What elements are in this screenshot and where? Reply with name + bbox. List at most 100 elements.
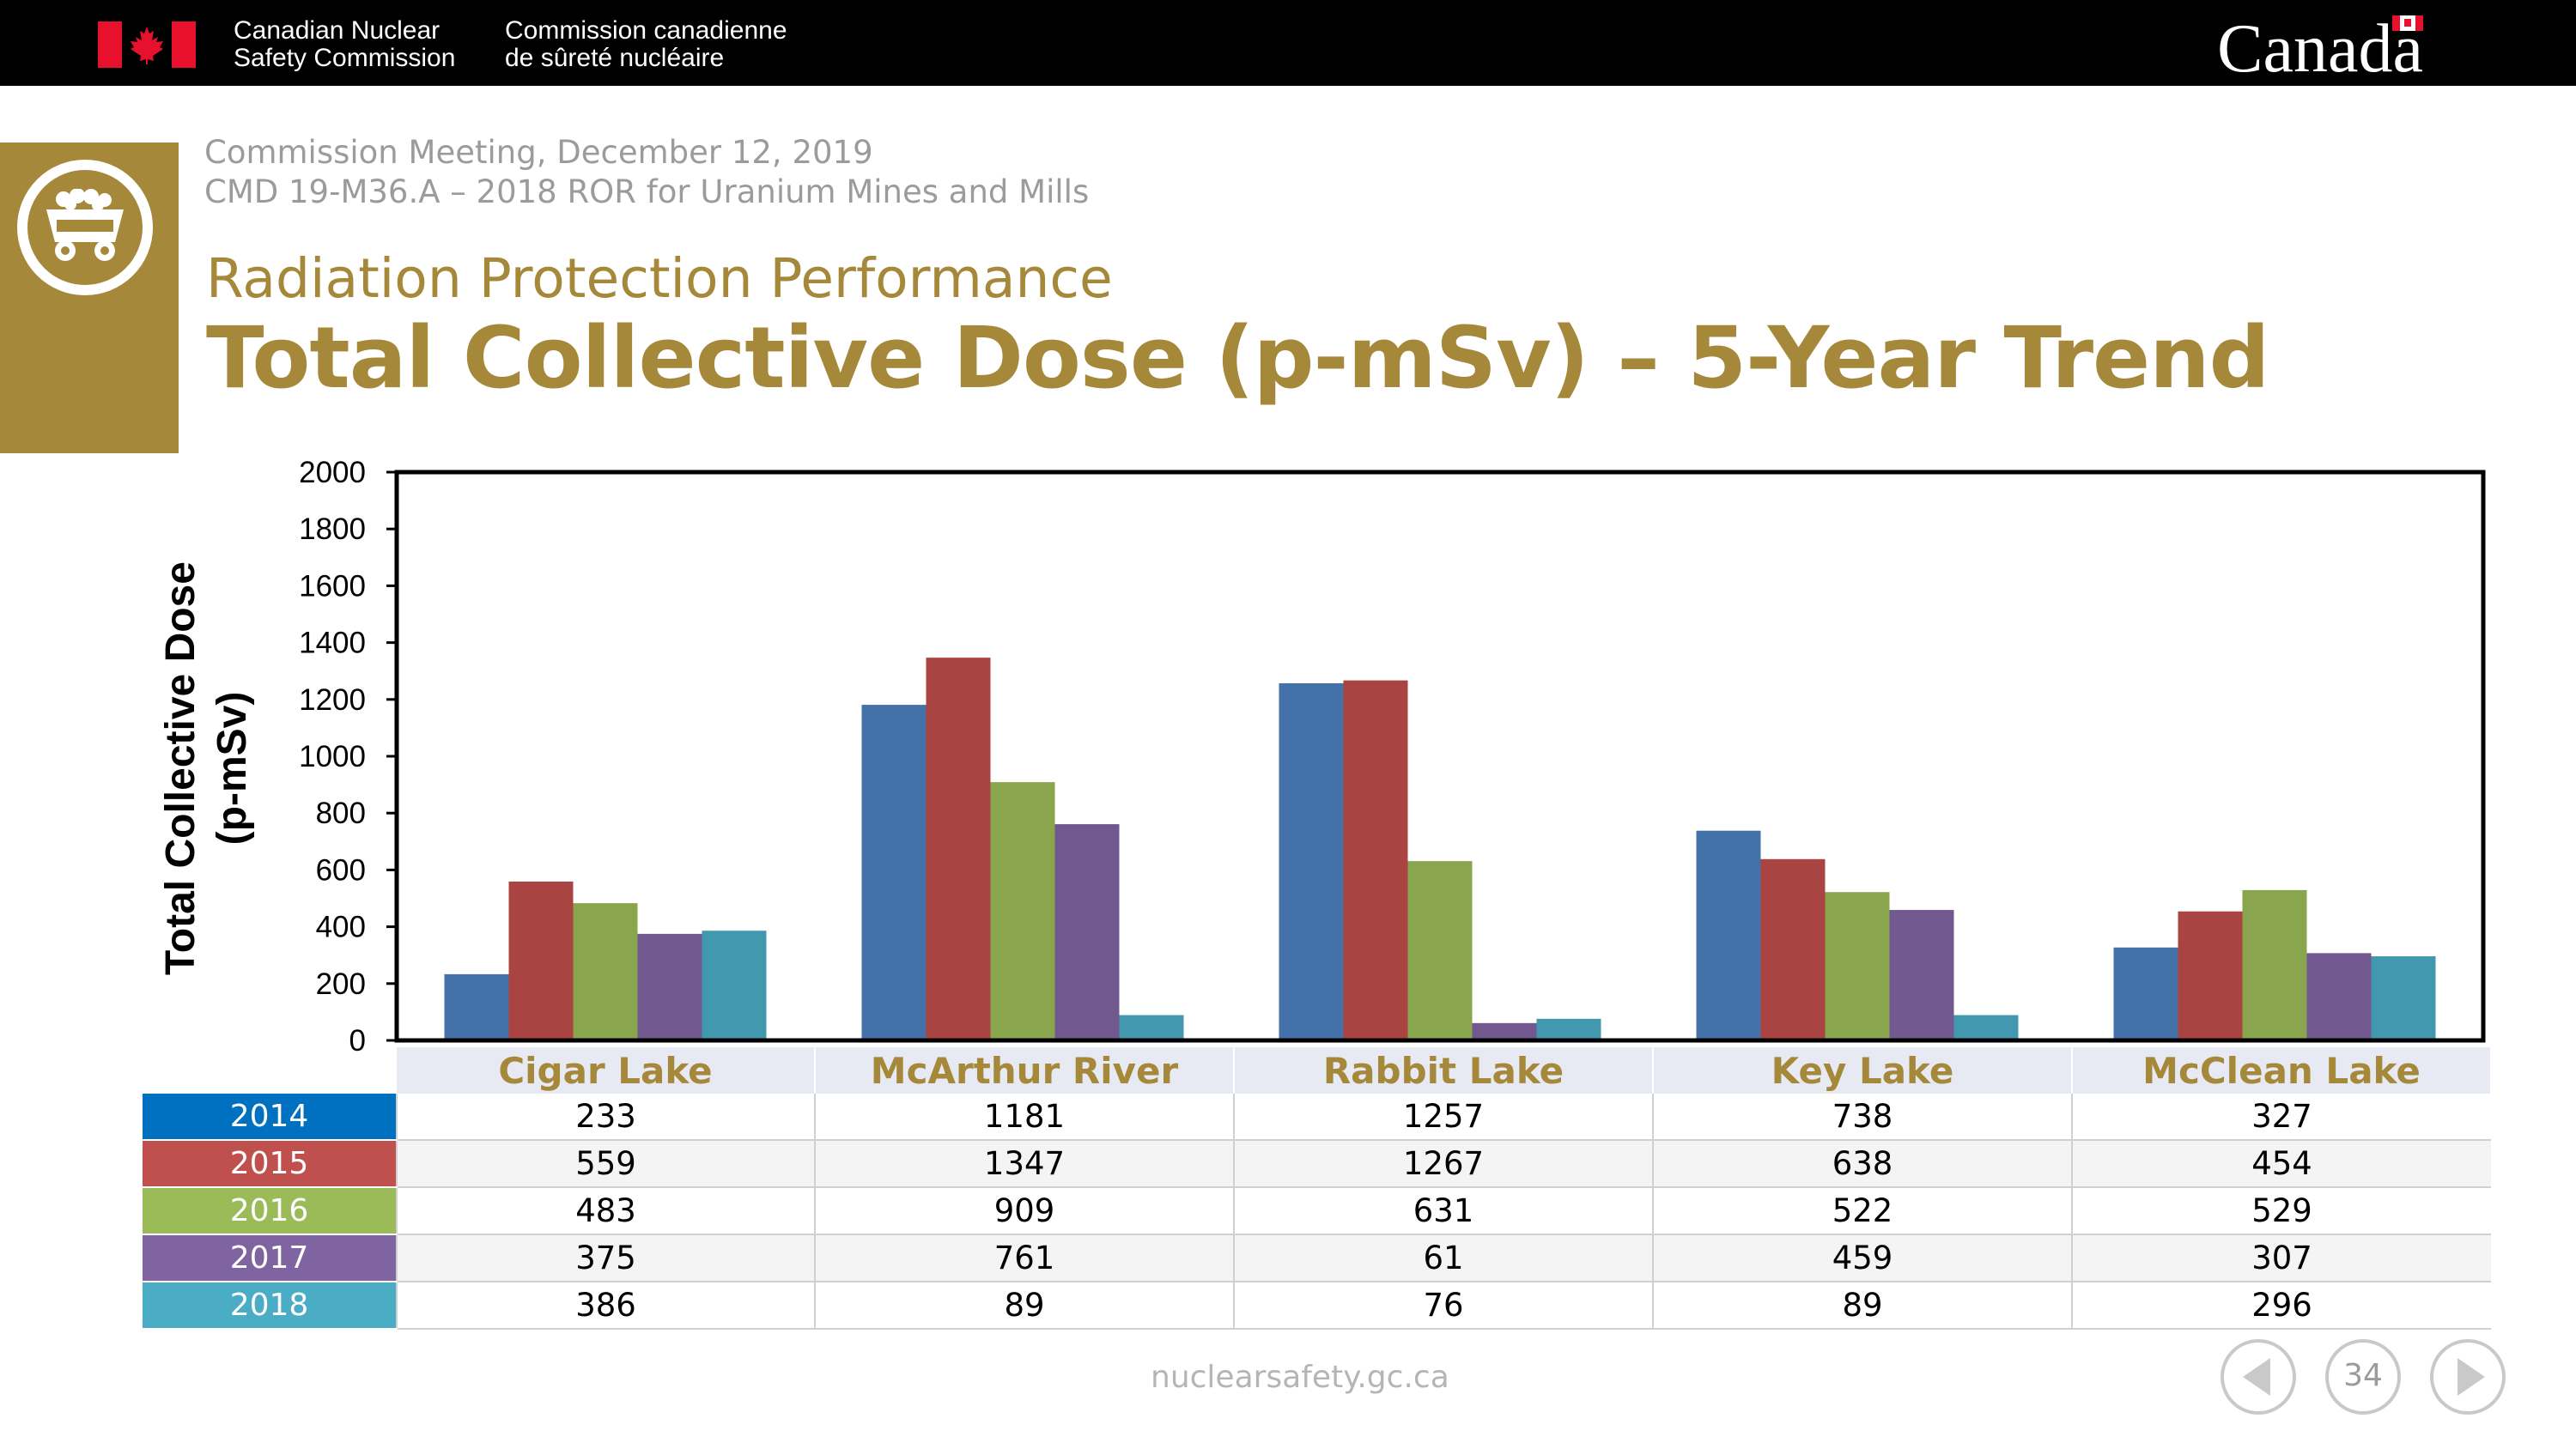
canada-wordmark: Canada <box>2217 11 2423 87</box>
table-cell: 454 <box>2071 1140 2491 1188</box>
table-cell: 638 <box>1652 1140 2072 1188</box>
y-axis-title-line1: Total Collective Dose <box>158 561 204 975</box>
table-cell: 909 <box>814 1187 1234 1235</box>
table-row: 2016 483 909 631 522 529 <box>143 1187 2491 1235</box>
bar-2015-3 <box>1760 858 1826 1040</box>
bar-2014-0 <box>444 973 509 1040</box>
table-cell: 631 <box>1233 1187 1653 1235</box>
chart-bars <box>444 658 2436 1040</box>
table-cell: 307 <box>2071 1234 2491 1282</box>
mining-badge <box>0 142 179 453</box>
bar-2018-2 <box>1536 1018 1601 1040</box>
y-axis-title-line2: (p-mSv) <box>210 692 255 846</box>
y-tick-label: 1400 <box>299 627 366 660</box>
chart-axis: 0 200 400 600 800 1000 1200 1400 1600 1800 2000 <box>299 456 2486 1058</box>
table-cell: 1267 <box>1233 1140 1653 1188</box>
org-fr-line1: Commission canadienne <box>505 16 787 45</box>
y-tick-label: 200 <box>316 967 366 1001</box>
table-cell: 233 <box>396 1094 815 1141</box>
bar-2014-4 <box>2113 947 2178 1040</box>
category-header: Cigar Lake <box>397 1047 816 1094</box>
bar-2015-2 <box>1343 680 1408 1040</box>
year-label: 2017 <box>143 1234 397 1282</box>
table-cell: 89 <box>814 1282 1234 1330</box>
table-cell: 61 <box>1233 1234 1653 1282</box>
org-name-french: Commission canadienne de sûreté nucléair… <box>505 17 866 72</box>
table-cell: 1257 <box>1233 1094 1653 1141</box>
year-label: 2016 <box>143 1187 397 1235</box>
bar-2016-4 <box>2242 889 2307 1040</box>
category-header: Rabbit Lake <box>1234 1047 1654 1094</box>
footer-url[interactable]: nuclearsafety.gc.ca <box>1151 1360 1449 1395</box>
y-tick-label: 1000 <box>299 740 366 773</box>
bar-2017-0 <box>637 933 702 1040</box>
table-cell: 738 <box>1652 1094 2072 1141</box>
table-row: 2014 233 1181 1257 738 327 <box>143 1094 2491 1141</box>
table-cell: 522 <box>1652 1187 2072 1235</box>
bar-2017-1 <box>1054 824 1120 1040</box>
year-label: 2014 <box>143 1094 397 1141</box>
table-cell: 483 <box>396 1187 815 1235</box>
next-arrow-icon <box>2458 1358 2485 1396</box>
y-tick-label: 600 <box>316 853 366 887</box>
table-cell: 296 <box>2071 1282 2491 1330</box>
table-cell: 559 <box>396 1140 815 1188</box>
bar-2015-1 <box>926 658 991 1040</box>
bar-2014-3 <box>1696 830 1761 1040</box>
category-header: Key Lake <box>1653 1047 2073 1094</box>
mine-cart-icon <box>46 189 124 261</box>
prev-arrow-icon <box>2243 1358 2270 1396</box>
bar-2017-4 <box>2306 953 2372 1040</box>
bar-2018-3 <box>1953 1015 2019 1040</box>
government-header-bar: Canadian Nuclear Safety Commission Commi… <box>0 0 2576 87</box>
table-cell: 529 <box>2071 1187 2491 1235</box>
bar-2018-4 <box>2371 956 2436 1040</box>
y-tick-label: 0 <box>349 1024 366 1058</box>
previous-slide-button[interactable] <box>2221 1339 2296 1415</box>
y-tick-label: 1600 <box>299 569 366 603</box>
canada-flag-icon <box>98 21 196 68</box>
bar-2014-2 <box>1279 682 1344 1040</box>
table-cell: 76 <box>1233 1282 1653 1330</box>
next-slide-button[interactable] <box>2430 1339 2506 1415</box>
bar-2016-1 <box>990 782 1055 1040</box>
table-row: 2017 375 761 61 459 307 <box>143 1234 2491 1282</box>
data-table: Cigar Lake McArthur River Rabbit Lake Key L… <box>143 1047 2492 1330</box>
category-header: McArthur River <box>815 1047 1235 1094</box>
bar-2018-1 <box>1119 1015 1184 1040</box>
table-cell: 1347 <box>814 1140 1234 1188</box>
table-cell: 89 <box>1652 1282 2072 1330</box>
bar-2016-0 <box>573 903 638 1040</box>
bar-2016-3 <box>1825 892 1890 1040</box>
y-tick-label: 400 <box>316 911 366 944</box>
y-tick-label: 1800 <box>299 512 366 546</box>
y-tick-label: 1200 <box>299 683 366 717</box>
table-cell: 459 <box>1652 1234 2072 1282</box>
bar-2015-0 <box>508 881 574 1040</box>
table-cell: 761 <box>814 1234 1234 1282</box>
table-row: 2015 559 1347 1267 638 454 <box>143 1140 2491 1188</box>
maple-leaf-icon <box>131 27 163 64</box>
table-row: 2018 386 89 76 89 296 <box>143 1282 2491 1330</box>
org-fr-line2: de sûreté nucléaire <box>505 44 725 72</box>
bar-2017-3 <box>1889 910 1954 1040</box>
table-cell: 375 <box>396 1234 815 1282</box>
table-cell: 1181 <box>814 1094 1234 1141</box>
year-label: 2015 <box>143 1140 397 1188</box>
table-cell: 327 <box>2071 1094 2491 1141</box>
bar-2017-2 <box>1472 1022 1537 1040</box>
table-corner <box>143 1047 397 1094</box>
y-tick-label: 2000 <box>299 456 366 489</box>
meeting-date: Commission Meeting, December 12, 2019 <box>204 134 873 171</box>
category-header: McClean Lake <box>2072 1047 2492 1094</box>
org-en-line1: Canadian Nuclear <box>234 16 440 45</box>
slide-title: Total Collective Dose (p-mSv) – 5-Year T… <box>206 309 2270 408</box>
bar-2018-0 <box>702 931 767 1040</box>
year-label: 2018 <box>143 1282 397 1330</box>
org-name-english: Canadian Nuclear Safety Commission <box>234 17 483 72</box>
wordmark-flag-icon <box>2392 15 2423 31</box>
bar-2015-4 <box>2178 911 2243 1040</box>
y-tick-label: 800 <box>316 797 366 830</box>
cmd-reference: CMD 19-M36.A – 2018 ROR for Uranium Mine… <box>204 173 1090 210</box>
